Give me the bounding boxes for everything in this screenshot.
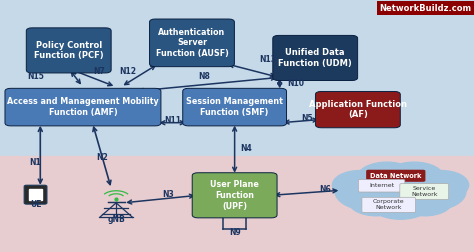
Text: Session Management
Function (SMF): Session Management Function (SMF) <box>186 97 283 117</box>
Text: N15: N15 <box>27 72 44 81</box>
Text: Authentication
Server
Function (AUSF): Authentication Server Function (AUSF) <box>155 27 228 58</box>
Circle shape <box>414 171 469 200</box>
FancyBboxPatch shape <box>366 170 425 182</box>
FancyBboxPatch shape <box>149 19 234 67</box>
Text: N1: N1 <box>30 158 41 167</box>
Text: N13: N13 <box>259 55 276 64</box>
Text: N6: N6 <box>319 184 330 194</box>
Text: Access and Management Mobility
Function (AMF): Access and Management Mobility Function … <box>7 97 159 117</box>
Circle shape <box>357 162 417 194</box>
Circle shape <box>354 166 447 215</box>
FancyBboxPatch shape <box>24 185 47 204</box>
FancyBboxPatch shape <box>273 36 357 81</box>
Text: N3: N3 <box>163 190 174 199</box>
Text: User Plane
Function
(UPF): User Plane Function (UPF) <box>210 180 259 211</box>
Text: Data Network: Data Network <box>370 173 421 179</box>
FancyBboxPatch shape <box>362 197 415 212</box>
Text: NetworkBuildz.com: NetworkBuildz.com <box>380 4 472 13</box>
FancyBboxPatch shape <box>182 88 286 126</box>
FancyBboxPatch shape <box>26 28 111 73</box>
Text: Internet: Internet <box>369 183 394 188</box>
Circle shape <box>332 171 387 200</box>
Circle shape <box>395 173 466 211</box>
Bar <box>0 0 474 156</box>
FancyBboxPatch shape <box>316 91 400 128</box>
Text: Policy Control
Function (PCF): Policy Control Function (PCF) <box>34 41 103 60</box>
FancyBboxPatch shape <box>192 173 277 218</box>
Text: Corporate
Network: Corporate Network <box>373 200 404 210</box>
Text: UE: UE <box>30 200 41 209</box>
FancyBboxPatch shape <box>400 183 448 200</box>
Text: N4: N4 <box>241 144 252 153</box>
Text: N12: N12 <box>119 67 137 76</box>
Text: N11: N11 <box>164 116 182 125</box>
FancyBboxPatch shape <box>5 88 161 126</box>
Text: Service
Network: Service Network <box>411 186 438 197</box>
Text: N8: N8 <box>198 72 210 81</box>
Circle shape <box>349 187 403 216</box>
Circle shape <box>335 173 406 211</box>
Text: N9: N9 <box>229 228 240 237</box>
Text: Application Function
(AF): Application Function (AF) <box>309 100 407 119</box>
Bar <box>29 189 42 200</box>
Text: gNB: gNB <box>107 215 125 224</box>
Text: N7: N7 <box>93 67 106 76</box>
Circle shape <box>398 187 452 216</box>
Text: N5: N5 <box>301 114 313 123</box>
Text: N10: N10 <box>288 79 305 88</box>
Circle shape <box>369 186 432 219</box>
Text: Unified Data
Function (UDM): Unified Data Function (UDM) <box>278 48 352 68</box>
FancyBboxPatch shape <box>358 179 405 192</box>
Text: N2: N2 <box>96 153 108 162</box>
Circle shape <box>384 162 444 194</box>
Bar <box>0 156 474 252</box>
